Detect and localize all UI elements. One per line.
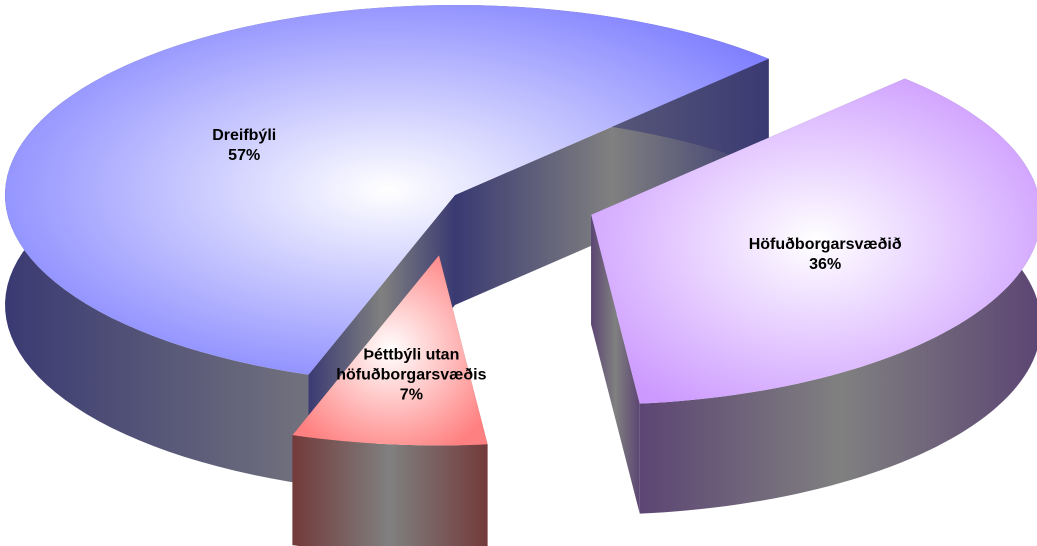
slice-top (292, 255, 488, 446)
slice-label: Höfuðborgarsvæðið (749, 236, 902, 253)
slice-label: Dreifbýli (212, 127, 276, 144)
pie-slice: Þéttbýli utan höfuðborgarsvæðis 7% (292, 255, 488, 546)
slice-label: Þéttbýli utan höfuðborgarsvæðis (336, 346, 486, 383)
slice-side-face (591, 214, 640, 514)
pie-slice: Höfuðborgarsvæðið 36% (591, 78, 1037, 514)
slice-value-label: 57% (228, 147, 260, 164)
slice-value-label: 7% (400, 386, 423, 403)
slice-value-label: 36% (809, 256, 841, 273)
slice-top (5, 5, 769, 375)
slice-outer-wall (292, 435, 488, 546)
slice-top (591, 78, 1037, 404)
